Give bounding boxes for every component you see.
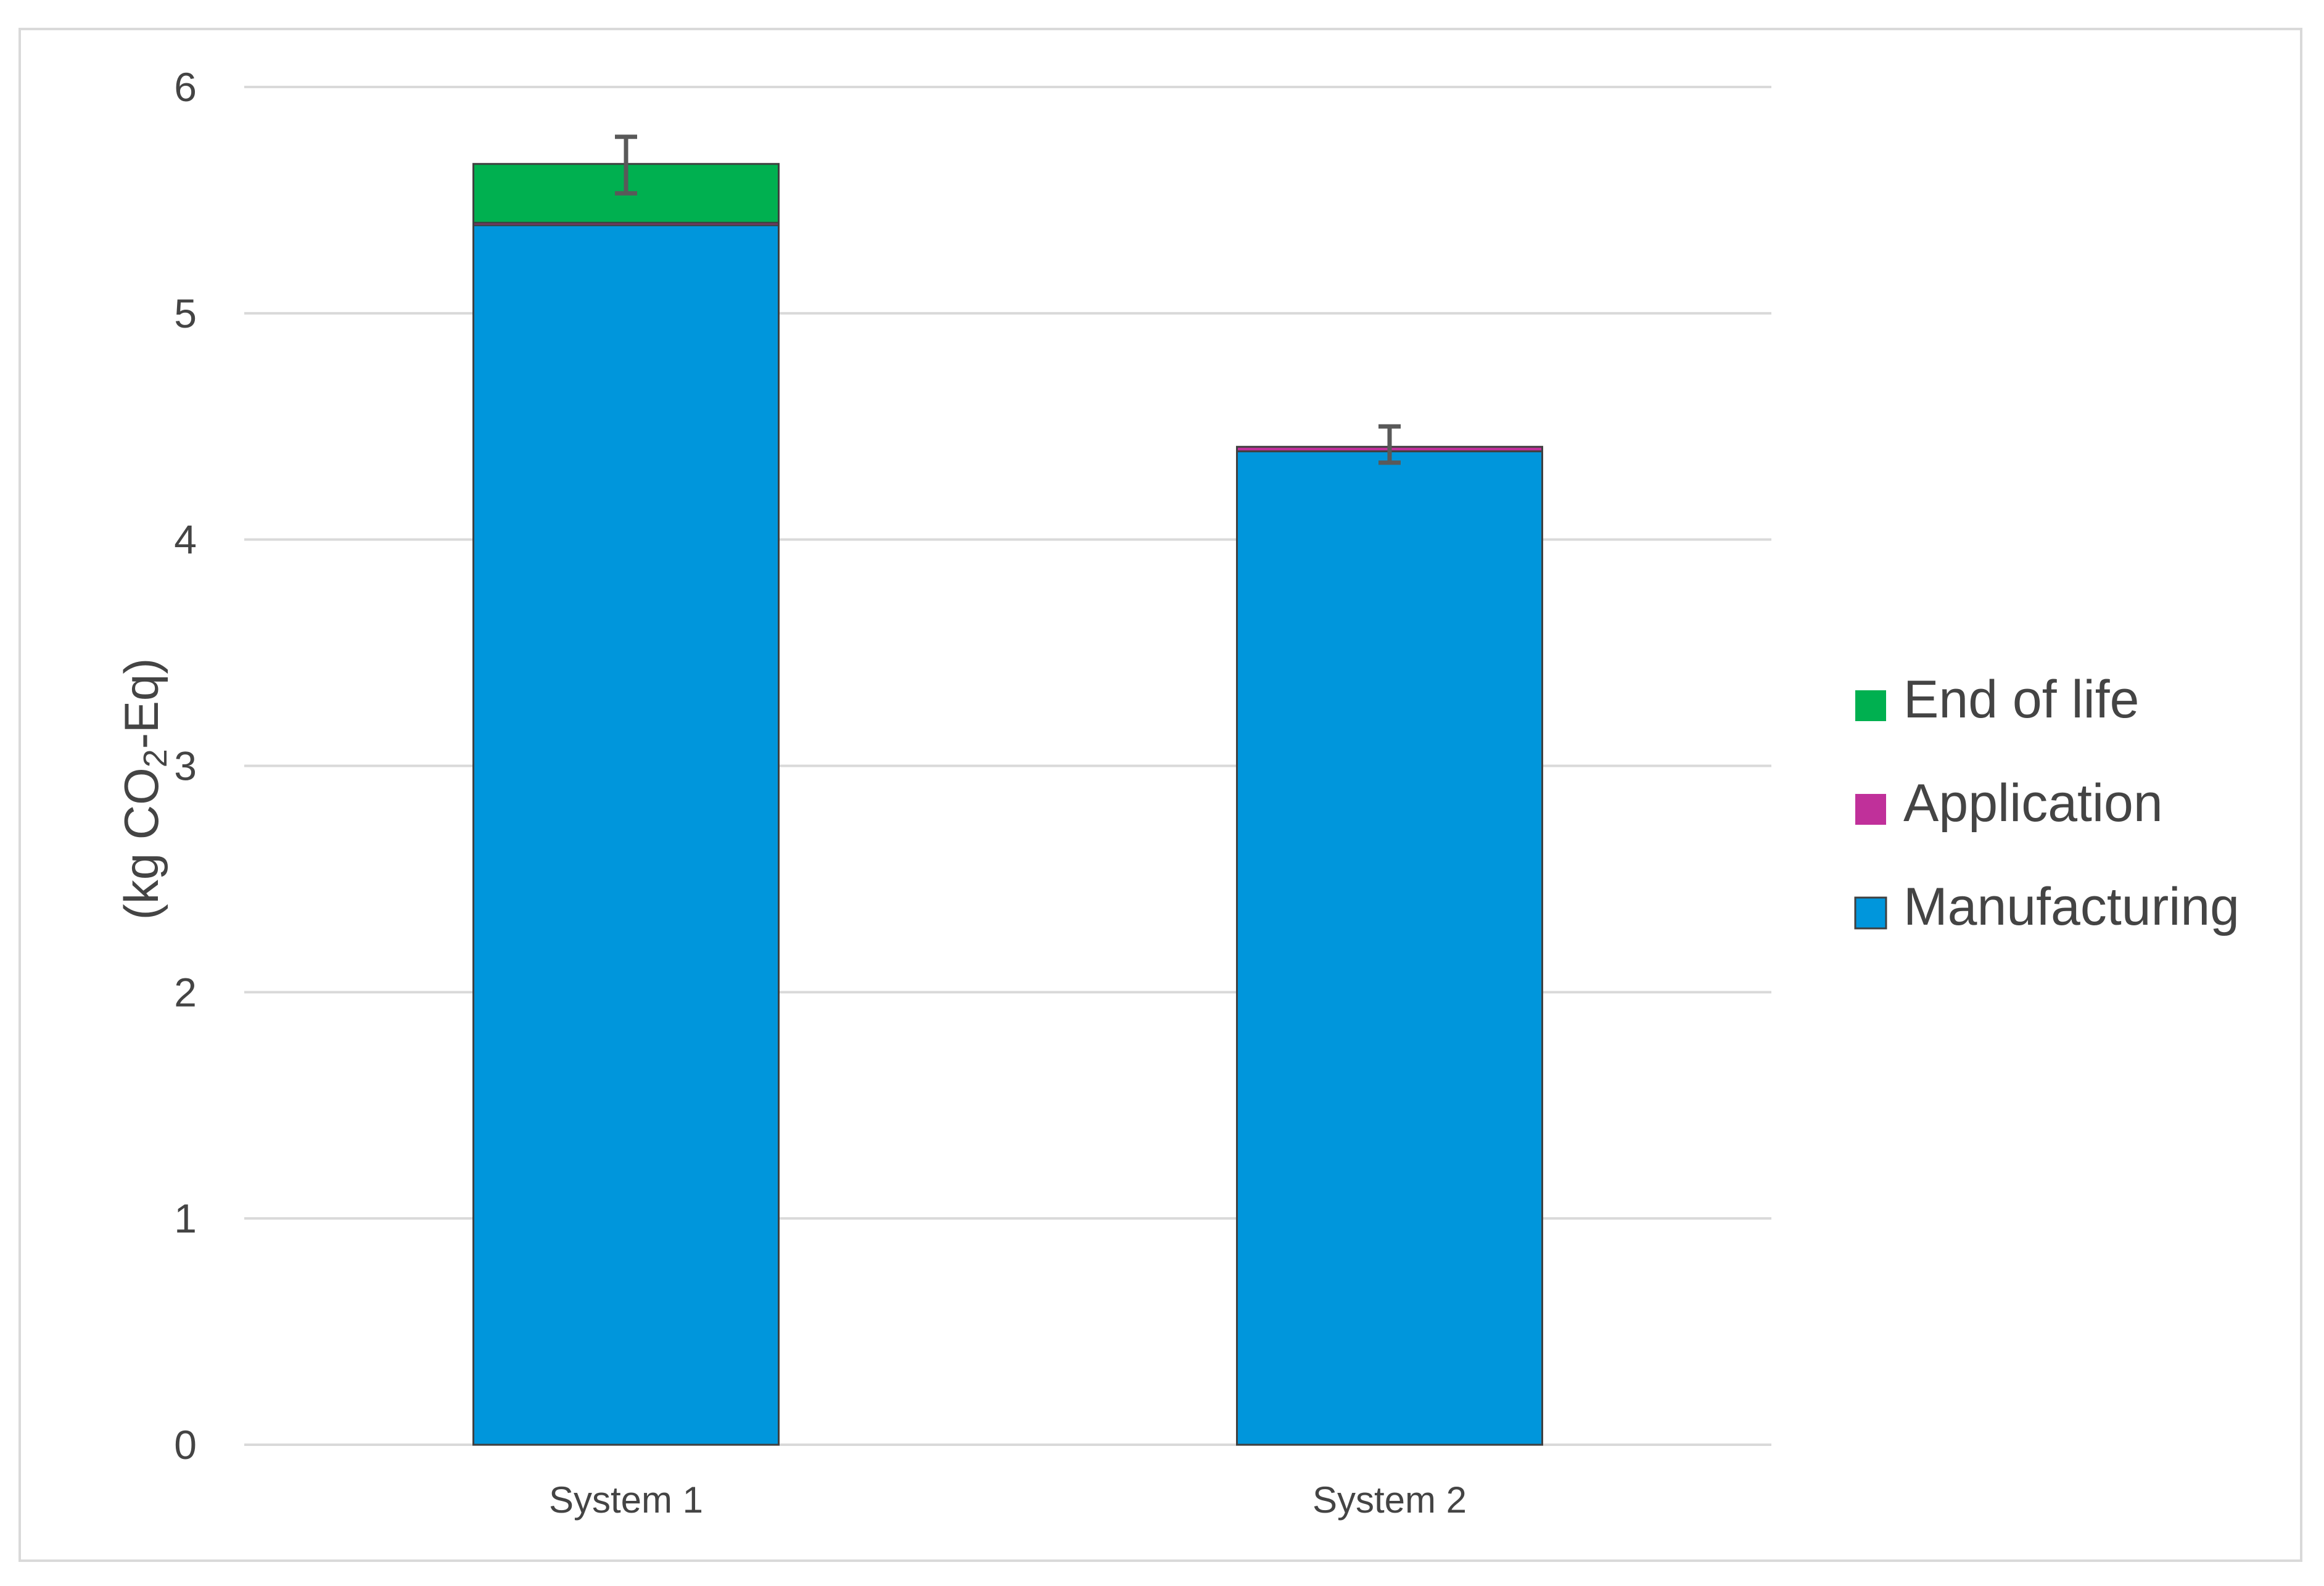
y-tick-label: 1: [174, 1196, 197, 1241]
y-tick-label: 3: [174, 743, 197, 789]
x-tick-label: System 2: [1312, 1479, 1467, 1521]
legend-swatch: [1855, 690, 1886, 721]
legend-label: Manufacturing: [1903, 877, 2240, 936]
y-tick-labels: 0 1 2 3 4 5 6: [174, 64, 197, 1468]
y-tick-label: 0: [174, 1422, 197, 1468]
legend-label: End of life: [1903, 670, 2139, 729]
x-tick-label: System 1: [549, 1479, 703, 1521]
y-axis-label-subscript: 2: [137, 749, 174, 767]
bar-segment: [472, 224, 780, 1446]
bar-segment: [1236, 450, 1543, 1446]
legend: End of life Application Manufacturing: [1854, 670, 2240, 936]
y-axis-label-part1: (kg CO: [114, 767, 168, 920]
y-axis-label: (kg CO2-Eq): [114, 658, 174, 920]
legend-swatch: [1854, 896, 1887, 930]
legend-label: Application: [1903, 774, 2163, 833]
bars: [472, 163, 1543, 1446]
y-tick-label: 4: [174, 517, 197, 563]
error-bars: [615, 134, 1401, 465]
y-tick-label: 2: [174, 969, 197, 1015]
y-tick-label: 6: [174, 64, 197, 110]
x-tick-labels: System 1 System 2: [549, 1479, 1467, 1521]
y-axis-label-part2: -Eq): [114, 658, 168, 749]
legend-swatch: [1855, 794, 1886, 825]
y-tick-label: 5: [174, 291, 197, 336]
